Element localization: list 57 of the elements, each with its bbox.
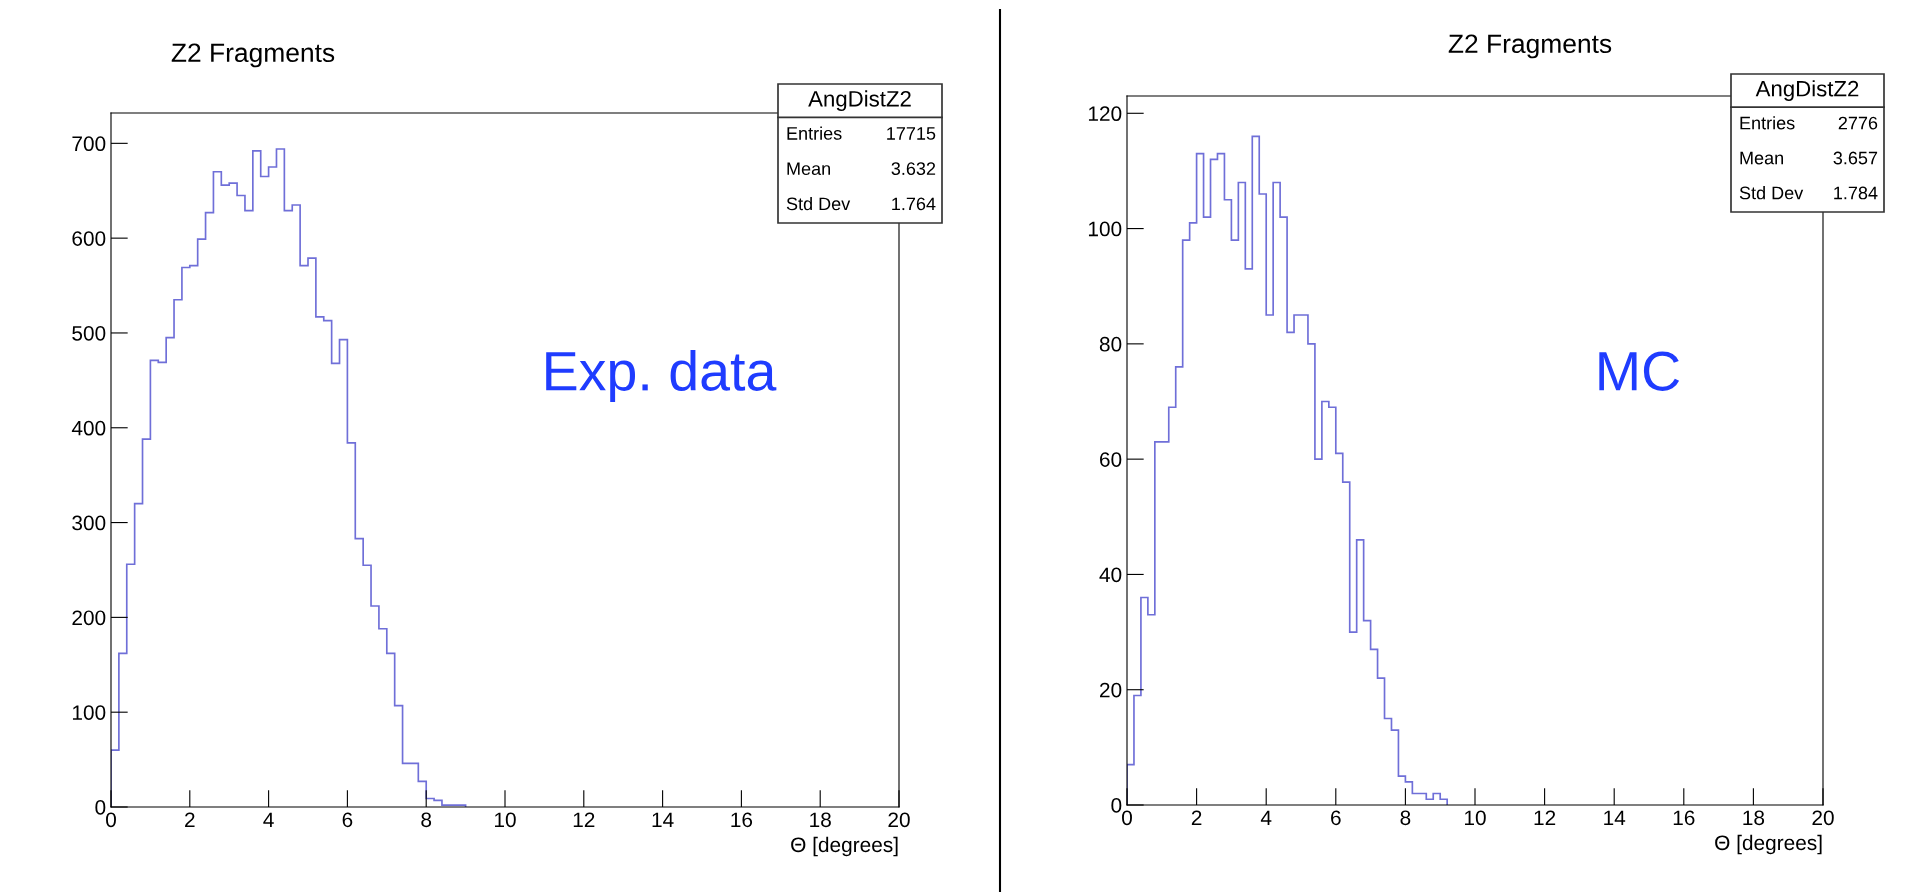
y-tick-label: 40 <box>1099 567 1122 583</box>
x-tick-label: 20 <box>888 812 910 828</box>
x-tick-label: 0 <box>1122 810 1132 826</box>
y-tick-label: 600 <box>72 231 106 246</box>
x-axis-title: Θ [degrees] <box>791 836 898 857</box>
annotation: Entries <box>1740 116 1795 130</box>
annotation: Std Dev <box>786 196 851 211</box>
text: AngDistZ2 <box>808 90 911 112</box>
y-tick-label: 20 <box>1100 682 1122 698</box>
y-tick-label: 100 <box>1088 221 1122 237</box>
x-tick-label: 2 <box>185 812 195 827</box>
x-tick-label: 16 <box>731 812 753 828</box>
x-tick-label: 4 <box>1260 810 1272 825</box>
annotation: Mean <box>1740 151 1783 165</box>
y-tick-label: 300 <box>72 515 106 531</box>
y-tick-label: 700 <box>72 136 106 152</box>
annotation: AngDistZ2 <box>1755 80 1859 101</box>
y-tick-label: 200 <box>72 610 106 626</box>
text: 3.657 <box>1833 151 1878 165</box>
text: 1.784 <box>1834 186 1878 200</box>
annotation: 17715 <box>887 127 936 140</box>
x-tick-label: 18 <box>810 812 831 828</box>
annotation: 3.632 <box>891 162 936 176</box>
annotation: Entries <box>787 126 842 140</box>
chart-title: Z2 Fragments <box>1448 34 1612 59</box>
x-tick-label: 12 <box>1534 810 1556 825</box>
text: 2776 <box>1838 116 1878 130</box>
x-tick-label: 6 <box>1331 810 1341 826</box>
x-tick-label: 12 <box>573 812 595 827</box>
y-tick-label: 0 <box>1111 798 1122 813</box>
annotation: MC <box>1599 351 1680 391</box>
x-tick-label: 0 <box>106 812 116 828</box>
x-tick-label: 20 <box>1812 810 1834 826</box>
x-tick-label: 10 <box>495 812 516 828</box>
annotation: 1.764 <box>892 197 936 211</box>
y-tick-label: 100 <box>72 705 106 720</box>
x-tick-label: 14 <box>1604 810 1626 825</box>
x-tick-label: 4 <box>263 812 274 827</box>
x-tick-label: 14 <box>652 812 674 827</box>
annotation: Std Dev <box>1739 186 1804 200</box>
y-tick-label: 0 <box>95 800 106 815</box>
y-tick-label: 60 <box>1100 452 1122 467</box>
x-tick-label: 18 <box>1743 810 1765 826</box>
y-tick-label: 80 <box>1099 336 1122 352</box>
x-axis-title: Θ [degrees] <box>1715 834 1822 855</box>
x-tick-label: 8 <box>421 812 432 828</box>
chart-title: Z2 Fragments <box>171 43 335 68</box>
annotation: Exp. data <box>546 350 777 402</box>
y-tick-label: 500 <box>72 325 106 341</box>
y-tick-label: 120 <box>1088 106 1122 122</box>
x-tick-label: 16 <box>1673 810 1695 826</box>
y-tick-label: 400 <box>71 420 106 436</box>
x-tick-label: 10 <box>1465 810 1486 826</box>
x-tick-label: 2 <box>1191 810 1202 825</box>
annotation: Mean <box>787 162 830 176</box>
x-tick-label: 8 <box>1400 810 1411 826</box>
x-tick-label: 6 <box>342 812 353 828</box>
